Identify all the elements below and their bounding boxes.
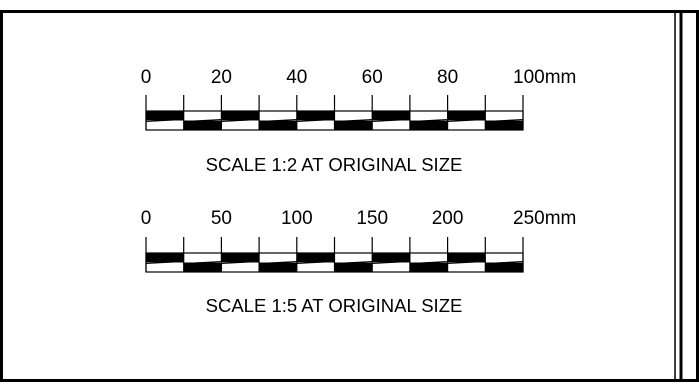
scale-bar-segment-bottom (372, 120, 410, 130)
scale-bar-segment-bottom (409, 120, 448, 130)
scale-bar-segment-top (296, 111, 335, 121)
scale-tick-label: 0 (141, 67, 152, 88)
scale-tick-label: 20 (211, 67, 232, 88)
scale-bar-segment-bottom (146, 262, 184, 272)
scale-bar-segment-bottom (296, 120, 335, 130)
scale-tick-label: 50 (211, 208, 232, 229)
scale-bar-segment-top (183, 111, 222, 121)
scale-tick-label: 100mm (513, 67, 576, 88)
scale-bar-segment-bottom (259, 262, 297, 272)
scale-bar-segment-top (409, 253, 448, 263)
scale-tick-label: 100 (281, 208, 313, 229)
scale-bar-segment-bottom (334, 262, 373, 272)
scale-tick-label: 80 (437, 67, 458, 88)
scale-bar-diagonal (409, 119, 448, 122)
scale-bar-segment-bottom (183, 120, 222, 130)
scale-tick-label: 150 (356, 208, 388, 229)
scale-bar-diagonal (296, 119, 335, 122)
outer-frame (0, 10, 699, 382)
scale-bar-diagonal (447, 261, 486, 264)
scale-bar-segment-top (146, 253, 184, 263)
scale-bar-segment-top (409, 111, 448, 121)
scale-bar-segment-bottom (183, 262, 222, 272)
scale-bar-diagonal (145, 119, 184, 122)
scale-bar-diagonal (221, 119, 260, 122)
scale-bar-diagonal (221, 261, 260, 264)
scale-bar-diagonal (485, 261, 524, 264)
scale-bar-segment-top (259, 253, 297, 263)
scale-bar-diagonal (296, 261, 335, 264)
scale-bar-diagonal (183, 261, 222, 264)
scale-bar-diagonal (334, 119, 373, 122)
scale-bar-segment-top (447, 253, 486, 263)
scale-bar-segment-top (183, 253, 222, 263)
scale-bar-segment-top (334, 111, 373, 121)
scale-bar-segment-bottom (485, 120, 523, 130)
scale-bar-segment-bottom (259, 120, 297, 130)
scale-bar-diagonal (372, 261, 410, 264)
scale-bar-segment-top (372, 253, 410, 263)
scale-bar-segment-bottom (447, 120, 486, 130)
scale-bar-diagonal (485, 119, 524, 122)
scale-bar-diagonal (447, 119, 486, 122)
scale-bar-segment-bottom (334, 120, 373, 130)
scale-tick-label: 60 (362, 67, 383, 88)
scale-bar-diagonal (145, 261, 184, 264)
scale-bar-diagonal (183, 119, 222, 122)
scale-bar-segment-bottom (221, 120, 260, 130)
scale-bar-segment-bottom (409, 262, 448, 272)
scale-bar-diagonal (409, 261, 448, 264)
scale-bar-segment-top (372, 111, 410, 121)
scale-bar-segment-bottom (447, 262, 486, 272)
scale-bar-segment-top (259, 111, 297, 121)
scale-bar-1-2: 0 20 40 60 80 100mm SCALE 1:2 AT ORIGINAL SIZ… (141, 67, 577, 175)
scale-bar-segment-top (447, 111, 486, 121)
scale-bar-segment-bottom (296, 262, 335, 272)
scale-bar-segment-top (485, 111, 523, 121)
scale-bar-segment-bottom (221, 262, 260, 272)
scale-bar-segment-top (221, 253, 260, 263)
scale-bar-segment-top (146, 111, 184, 121)
scale-bar-segment-top (334, 253, 373, 263)
scale-bar-segment-bottom (146, 120, 184, 130)
scale-bar-diagonal (259, 119, 297, 122)
scale-caption-1-2: SCALE 1:2 AT ORIGINAL SIZE (206, 154, 463, 175)
scale-bar-segment-top (485, 253, 523, 263)
scale-bar-diagonal (259, 261, 297, 264)
scale-bar-diagonal (334, 261, 373, 264)
scale-bar-segment-bottom (372, 262, 410, 272)
scale-tick-label: 200 (432, 208, 464, 229)
scale-bar-1-5: 0 50 100 150 200 250mm SCALE 1:5 AT ORIGINAL … (141, 208, 577, 316)
scale-bar-diagonal (372, 119, 410, 122)
scale-bar-segment-bottom (485, 262, 523, 272)
scale-caption-1-5: SCALE 1:5 AT ORIGINAL SIZE (206, 295, 463, 316)
scale-bar-segment-top (221, 111, 260, 121)
scale-tick-label: 250mm (513, 208, 576, 229)
scale-bar-segment-top (296, 253, 335, 263)
scale-tick-label: 0 (141, 208, 152, 229)
scale-tick-label: 40 (286, 67, 307, 88)
